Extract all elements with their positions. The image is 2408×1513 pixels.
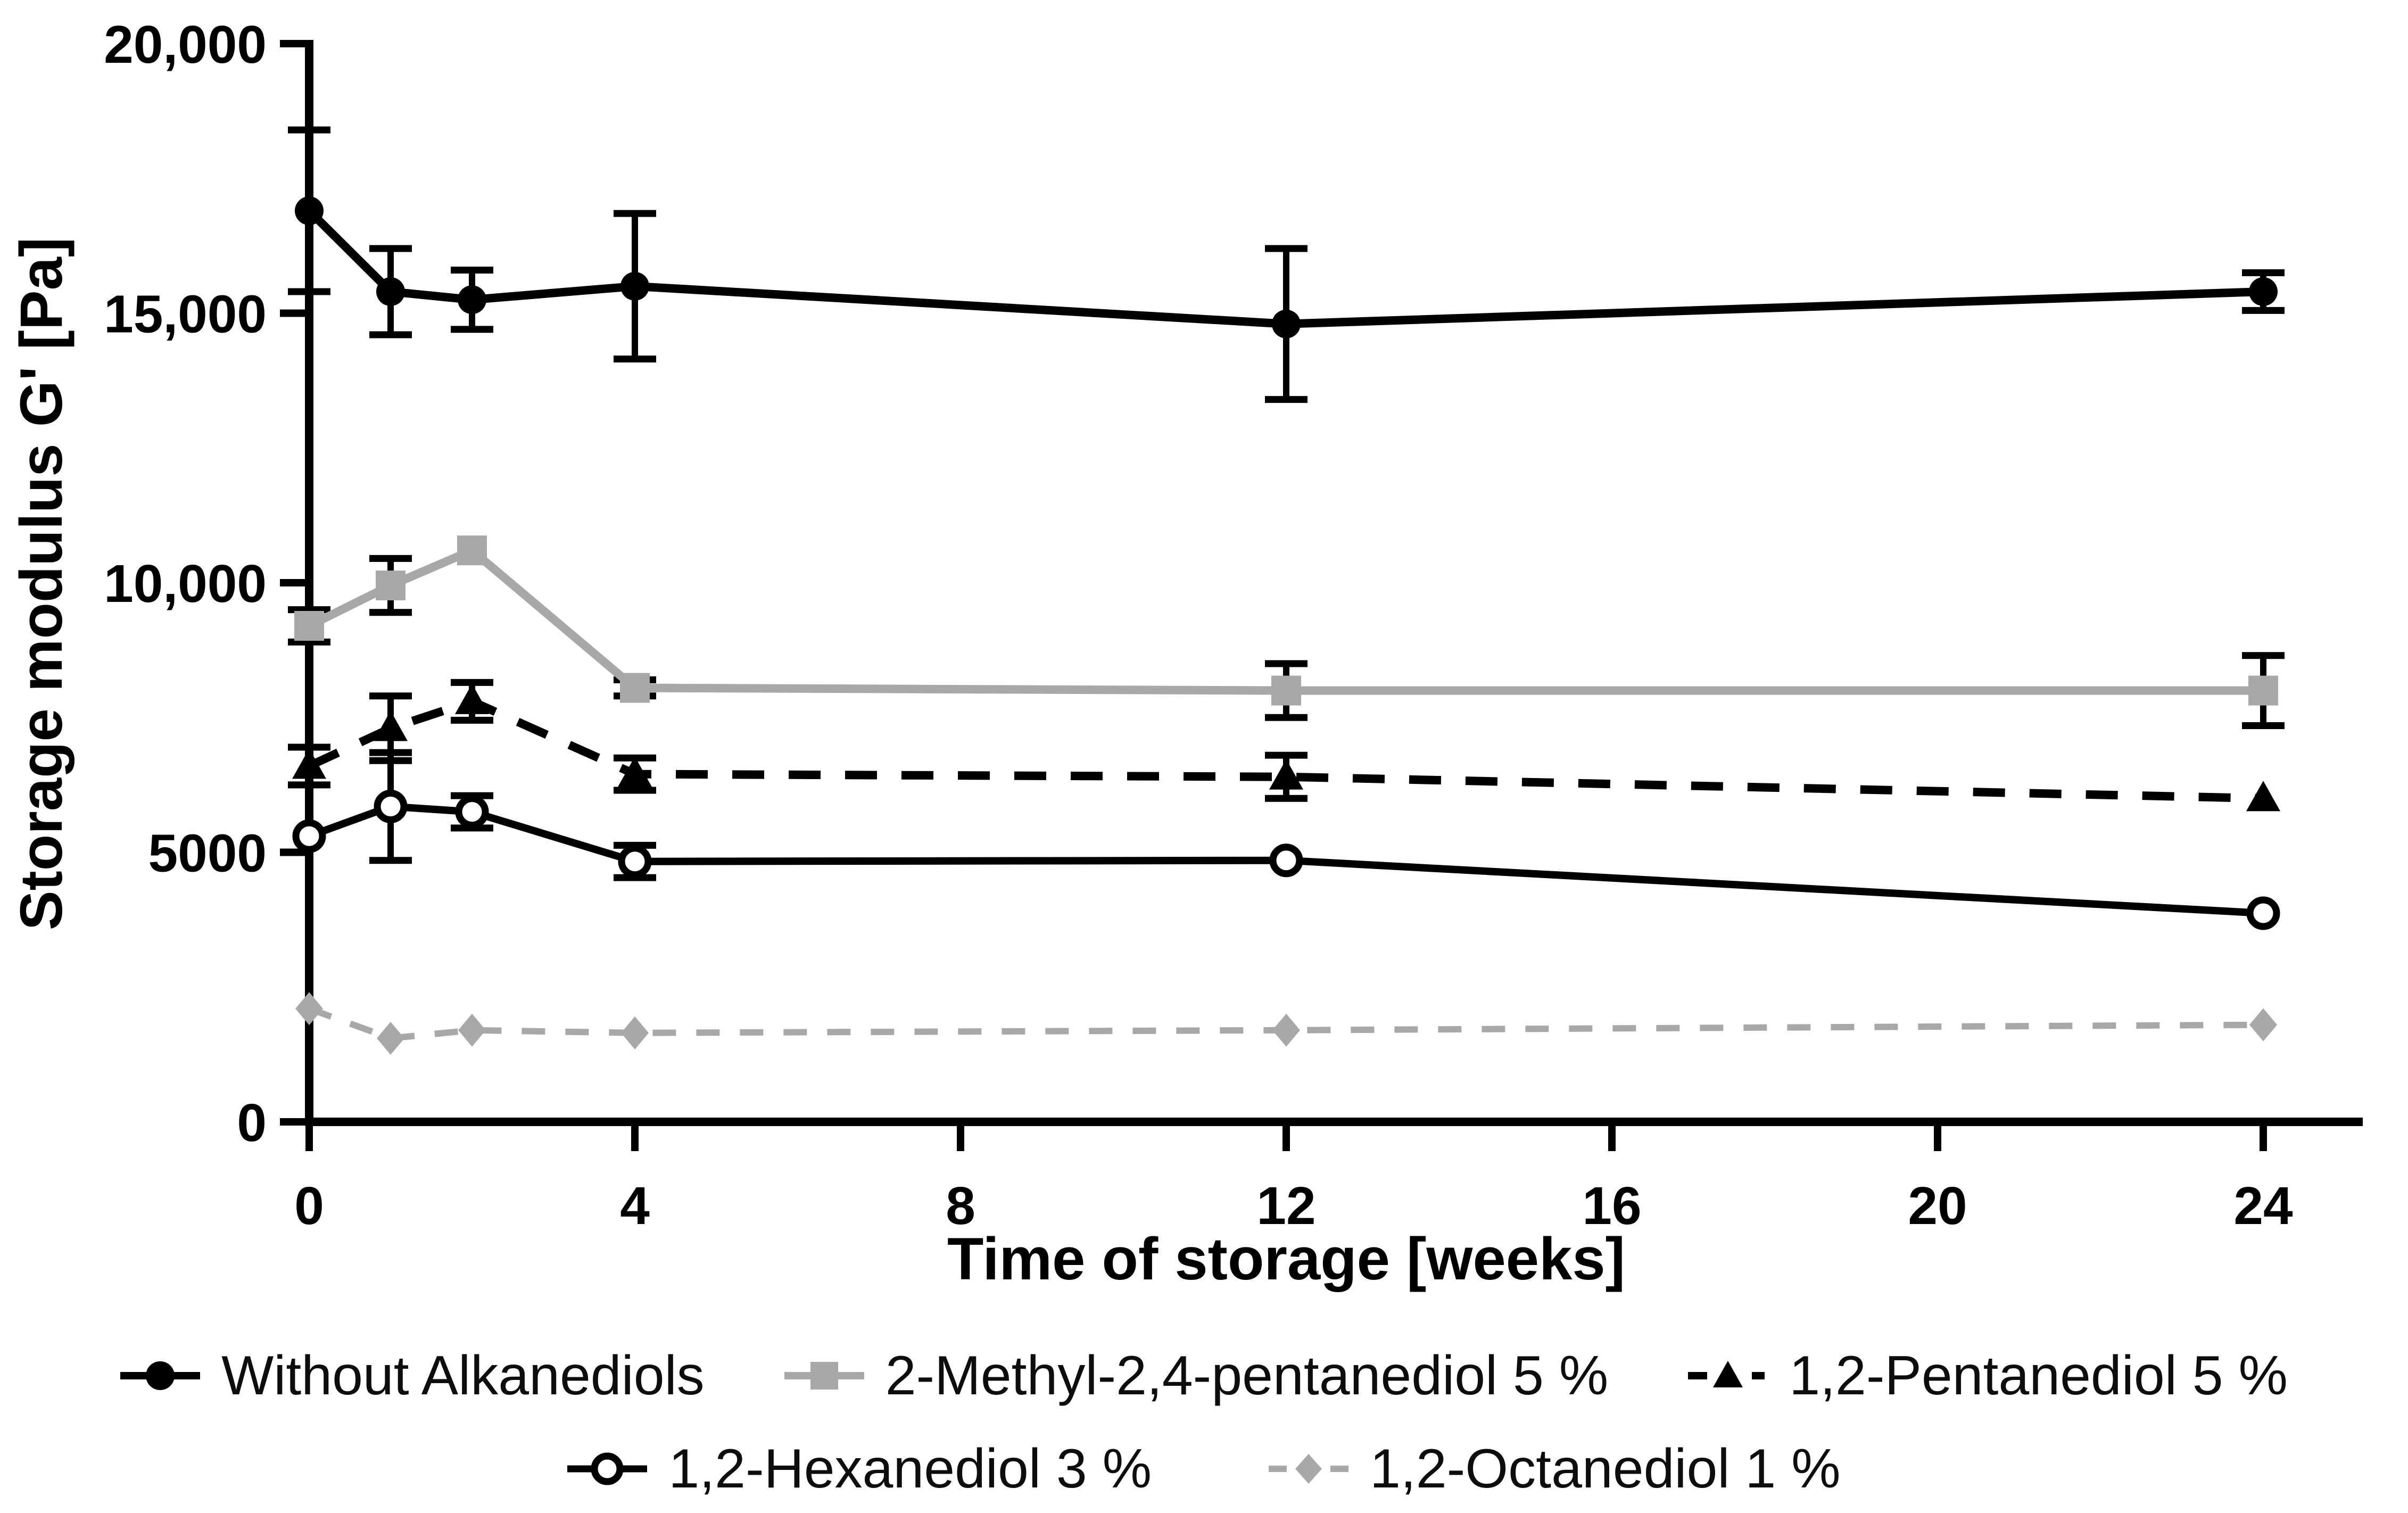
data-point-marker	[2246, 896, 2280, 930]
data-point-marker	[292, 748, 326, 779]
legend-item-without-alkanediols: Without Alkanediols	[120, 1344, 705, 1408]
series-line	[308, 1005, 2264, 1042]
data-point-marker	[1272, 309, 1301, 338]
data-point-marker	[377, 1021, 404, 1055]
data-point-marker	[1269, 844, 1303, 878]
data-point-marker	[458, 285, 486, 315]
data-point-marker	[295, 196, 324, 226]
y-tick-label: 10,000	[104, 554, 267, 614]
data-point-marker	[376, 277, 405, 306]
legend-label: 1,2-Pentanediol 5 %	[1789, 1344, 2288, 1407]
data-point-marker	[292, 819, 326, 853]
data-point-marker	[620, 673, 650, 703]
x-tick-label: 16	[1582, 1176, 1641, 1236]
legend-item-1-2-hexanediol-3: 1,2-Hexanediol 3 %	[567, 1437, 1152, 1501]
data-point-marker	[374, 710, 408, 741]
series-1-2-pentanediol-5	[288, 679, 2280, 812]
data-point-marker	[2248, 675, 2278, 706]
data-point-marker	[621, 1016, 649, 1049]
data-point-marker	[620, 271, 649, 301]
y-tick-label: 5000	[148, 824, 267, 883]
x-tick-label: 20	[1908, 1176, 1967, 1236]
legend-item-2-methyl-2-4-pentanediol-5: 2-Methyl-2,4-pentanediol 5 %	[784, 1344, 1609, 1408]
data-point-marker	[455, 683, 489, 714]
legend-row-1: Without Alkanediols 2-Methyl-2,4-pentaned…	[0, 1333, 2408, 1418]
data-point-marker	[455, 795, 489, 829]
legend-label: Without Alkanediols	[221, 1344, 705, 1407]
y-tick-label: 15,000	[104, 285, 267, 344]
series-2-methyl-2-4-pentanediol-5	[288, 535, 2285, 729]
series-1-2-hexanediol-3	[292, 749, 2280, 930]
data-point-marker	[1272, 1013, 1300, 1047]
series-1-2-octanediol-1	[295, 992, 2277, 1055]
legend-item-1-2-pentanediol-5: 1,2-Pentanediol 5 %	[1688, 1344, 2288, 1408]
data-point-marker	[374, 789, 408, 823]
y-axis-title: Storage modulus G' [Pa]	[8, 237, 75, 931]
filled-triangle-legend-icon	[1688, 1361, 1765, 1387]
data-point-marker	[294, 611, 324, 641]
x-tick-label: 8	[946, 1176, 975, 1236]
storage-modulus-chart: 0 5000 10,000 15,000 20,000 0 4 8 12 16 20 24	[104, 15, 2363, 1236]
x-tick-label: 24	[2233, 1176, 2293, 1236]
data-point-marker	[2249, 277, 2278, 306]
data-point-marker	[376, 571, 406, 601]
series-line	[306, 208, 2264, 328]
x-tick-label: 12	[1256, 1176, 1315, 1236]
legend-label: 1,2-Octanediol 1 %	[1370, 1437, 1841, 1500]
data-point-marker	[2246, 781, 2280, 812]
x-tick-label: 0	[294, 1176, 324, 1236]
filled-square-legend-icon	[784, 1362, 864, 1390]
legend-row-2: 1,2-Hexanediol 3 % 1,2-Octanediol 1 %	[0, 1426, 2408, 1511]
y-tick-label: 0	[237, 1093, 267, 1153]
x-tick-label: 4	[620, 1176, 650, 1236]
data-point-marker	[2249, 1008, 2277, 1041]
series-without-alkanediols	[288, 126, 2285, 403]
data-point-marker	[458, 1013, 486, 1047]
data-point-marker	[295, 992, 323, 1026]
data-point-marker	[1269, 759, 1303, 790]
data-point-marker	[1271, 675, 1301, 706]
y-tick-label: 20,000	[104, 15, 267, 75]
legend-label: 1,2-Hexanediol 3 %	[668, 1437, 1152, 1500]
x-axis-title: Time of storage [weeks]	[947, 1226, 1625, 1292]
data-point-marker	[457, 535, 487, 566]
open-circle-legend-icon	[567, 1452, 648, 1485]
data-point-marker	[618, 845, 652, 879]
filled-circle-legend-icon	[120, 1361, 201, 1390]
data-point-marker	[618, 756, 652, 787]
series-line	[307, 697, 2264, 803]
legend-label: 2-Methyl-2,4-pentanediol 5 %	[885, 1344, 1609, 1407]
legend-item-1-2-octanediol-1: 1,2-Octanediol 1 %	[1269, 1437, 1841, 1501]
filled-diamond-legend-icon	[1269, 1454, 1349, 1484]
